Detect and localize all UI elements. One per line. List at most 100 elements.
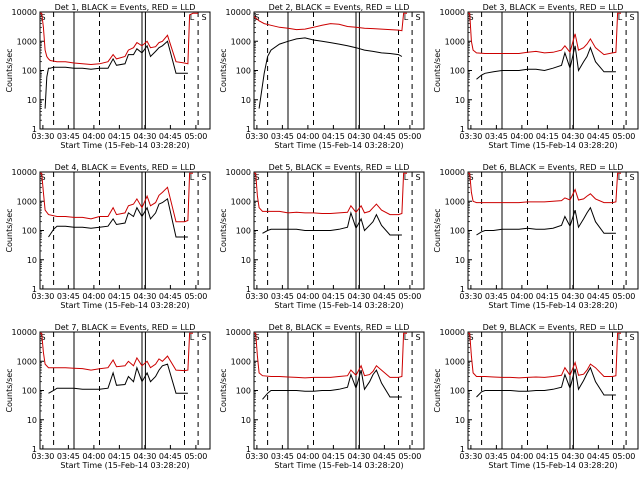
y-axis-label: Counts/sec	[5, 368, 14, 412]
x-axis-label: Start Time (15-Feb-14 03:28:20)	[488, 301, 617, 310]
x-tick-label: 04:00	[296, 292, 319, 301]
x-tick-label: 04:30	[347, 132, 370, 141]
x-tick-label: 03:45	[485, 132, 508, 141]
segment-marker: S	[254, 333, 259, 342]
series-lld	[40, 332, 193, 372]
series-events	[476, 45, 616, 80]
series-lld	[468, 332, 621, 379]
y-axis-label: Counts/sec	[433, 48, 442, 92]
segment-marker: S	[201, 173, 206, 182]
x-tick-label: 04:30	[347, 452, 370, 461]
y-tick-label: 100	[236, 227, 251, 236]
series-events	[476, 366, 616, 398]
series-lld	[468, 12, 621, 56]
x-tick-label: 03:30	[31, 452, 54, 461]
y-tick-label: 10	[241, 416, 251, 425]
x-tick-label: 04:45	[373, 132, 396, 141]
segment-marker: S	[40, 13, 45, 22]
y-tick-label: 10000	[226, 8, 251, 17]
y-tick-label: 1	[246, 445, 251, 454]
panel-title: Det 5, BLACK = Events, RED = LLD	[269, 163, 410, 172]
panel-title: Det 4, BLACK = Events, RED = LLD	[55, 163, 196, 172]
y-tick-label: 10000	[440, 8, 465, 17]
x-tick-label: 03:30	[459, 452, 482, 461]
y-tick-label: 1000	[445, 357, 465, 366]
x-tick-label: 04:00	[82, 132, 105, 141]
x-tick-label: 03:45	[57, 132, 80, 141]
x-tick-label: 05:00	[184, 452, 207, 461]
x-tick-label: 04:30	[133, 132, 156, 141]
segment-marker: L	[404, 13, 409, 22]
y-axis-label: Counts/sec	[5, 208, 14, 252]
y-tick-label: 10000	[226, 168, 251, 177]
y-tick-label: 10000	[440, 328, 465, 337]
x-axis-label: Start Time (15-Feb-14 03:28:20)	[274, 461, 403, 470]
y-tick-label: 10	[241, 256, 251, 265]
panel-title: Det 9, BLACK = Events, RED = LLD	[483, 323, 624, 332]
x-tick-label: 04:15	[536, 132, 559, 141]
y-tick-label: 1000	[445, 197, 465, 206]
segment-marker: L	[618, 333, 623, 342]
y-tick-label: 100	[450, 227, 465, 236]
x-tick-label: 04:30	[133, 292, 156, 301]
x-tick-label: 04:00	[510, 452, 533, 461]
segment-marker: S	[415, 13, 420, 22]
x-axis-label: Start Time (15-Feb-14 03:28:20)	[488, 141, 617, 150]
x-tick-label: 04:45	[159, 292, 182, 301]
y-tick-label: 1	[32, 285, 37, 294]
x-tick-label: 03:45	[271, 132, 294, 141]
y-tick-label: 10000	[12, 168, 37, 177]
y-tick-label: 10	[27, 416, 37, 425]
y-tick-label: 10	[241, 96, 251, 105]
segment-marker: S	[254, 13, 259, 22]
segment-marker: L	[190, 333, 195, 342]
x-tick-label: 04:15	[536, 292, 559, 301]
segment-marker: S	[629, 173, 634, 182]
y-axis-label: Counts/sec	[433, 368, 442, 412]
y-tick-label: 1	[460, 125, 465, 134]
x-tick-label: 05:00	[612, 292, 635, 301]
x-tick-label: 03:30	[31, 292, 54, 301]
series-events	[48, 198, 188, 238]
y-tick-label: 1000	[445, 37, 465, 46]
y-axis-label: Counts/sec	[219, 208, 228, 252]
x-tick-label: 04:45	[373, 452, 396, 461]
y-tick-label: 10	[27, 256, 37, 265]
x-tick-label: 04:45	[159, 452, 182, 461]
y-tick-label: 1	[32, 445, 37, 454]
segment-marker: S	[629, 333, 634, 342]
segment-marker: S	[468, 13, 473, 22]
segment-marker: L	[618, 13, 623, 22]
x-axis-label: Start Time (15-Feb-14 03:28:20)	[488, 461, 617, 470]
series-events	[262, 211, 402, 236]
x-tick-label: 05:00	[398, 452, 421, 461]
segment-marker: S	[40, 333, 45, 342]
segment-marker: L	[190, 173, 195, 182]
y-tick-label: 100	[22, 387, 37, 396]
y-tick-label: 1000	[17, 37, 37, 46]
x-tick-label: 03:45	[485, 452, 508, 461]
x-tick-label: 03:45	[57, 452, 80, 461]
x-tick-label: 04:15	[108, 452, 131, 461]
series-lld	[254, 332, 407, 379]
y-tick-label: 1	[246, 285, 251, 294]
x-tick-label: 04:00	[82, 292, 105, 301]
x-tick-label: 04:45	[587, 452, 610, 461]
series-events	[44, 40, 188, 109]
x-tick-label: 03:45	[485, 292, 508, 301]
segment-marker: S	[40, 173, 45, 182]
y-axis-label: Counts/sec	[5, 48, 14, 92]
x-tick-label: 04:30	[561, 292, 584, 301]
x-tick-label: 03:30	[459, 292, 482, 301]
x-tick-label: 04:15	[108, 292, 131, 301]
segment-marker: S	[468, 333, 473, 342]
series-lld	[253, 12, 407, 32]
y-axis-label: Counts/sec	[219, 368, 228, 412]
x-axis-label: Start Time (15-Feb-14 03:28:20)	[274, 301, 403, 310]
x-axis-label: Start Time (15-Feb-14 03:28:20)	[274, 141, 403, 150]
